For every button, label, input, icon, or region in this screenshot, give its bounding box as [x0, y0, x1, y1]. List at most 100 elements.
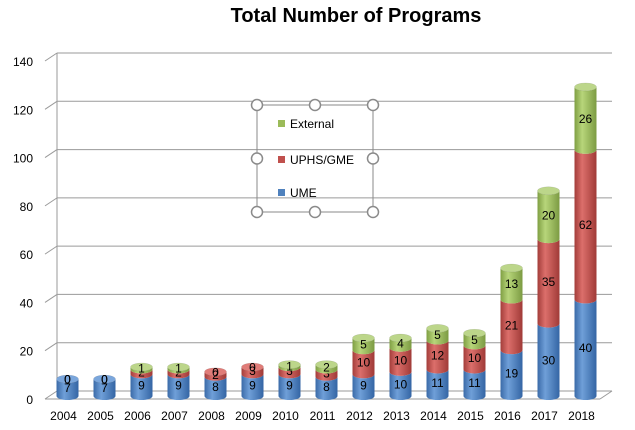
x-tick-label: 2018: [568, 409, 595, 423]
bar-segment-UPHS/GME: [426, 340, 449, 374]
data-label: 13: [505, 277, 519, 291]
data-label: 1: [175, 362, 182, 376]
x-tick-label: 2011: [310, 409, 336, 423]
y-tick-label: 0: [26, 393, 33, 407]
data-label: 11: [431, 376, 444, 390]
bar-segment-UME: [537, 323, 560, 400]
data-label: 5: [471, 333, 478, 347]
bar-segment-UPHS/GME: [389, 347, 412, 376]
y-tick-label: 80: [20, 200, 34, 214]
bar-top-cap: [167, 362, 190, 372]
grid-depth-line: [44, 342, 58, 352]
data-label: 3: [323, 367, 330, 381]
grid-depth-line: [44, 294, 58, 303]
bar-segment-UPHS/GME: [167, 369, 190, 379]
bar-segment-UME: [167, 374, 190, 400]
data-label: 20: [542, 208, 556, 222]
bar-stack-2004: 700: [56, 373, 79, 400]
x-tick-label: 2009: [235, 409, 262, 423]
x-tick-label: 2014: [420, 409, 447, 423]
data-label: 12: [431, 348, 445, 362]
bar-segment-UPHS/GME: [352, 350, 375, 379]
bar-stack-2009: 930: [241, 361, 264, 400]
legend-resize-handle: [366, 152, 380, 165]
data-label: 10: [357, 356, 371, 370]
x-tick-label: 2010: [272, 409, 299, 423]
bar-top-cap: [56, 374, 79, 384]
bar-segment-UPHS/GME: [463, 345, 486, 374]
data-label: 0: [64, 373, 71, 387]
data-label: 3: [286, 364, 293, 378]
x-tick-label: 2008: [198, 409, 225, 423]
bar-top-cap: [93, 374, 116, 384]
bar-top-cap: [352, 333, 375, 343]
bar-segment-UME: [315, 376, 338, 400]
data-label: 0: [101, 373, 108, 387]
x-tick-label: 2012: [346, 409, 373, 423]
bar-segment-External: [574, 86, 597, 154]
bar-segment-External: [389, 338, 412, 352]
data-label: 0: [212, 365, 219, 379]
y-tick-label: 100: [13, 152, 33, 166]
bars-layer: 7007009219218209309318329105101041112511…: [56, 82, 597, 400]
bar-segment-UME: [426, 369, 449, 400]
y-tick-label: 40: [20, 296, 34, 310]
x-tick-label: 2004: [50, 409, 77, 423]
legend[interactable]: External UPHS/GME UME: [250, 98, 380, 219]
x-tick-label: 2015: [457, 409, 484, 423]
bar-segment-UPHS/GME: [574, 149, 597, 304]
x-tick-label: 2006: [124, 409, 151, 423]
legend-resize-handle: [366, 205, 380, 219]
bar-segment-UPHS/GME: [204, 371, 227, 381]
bar-segment-External: [278, 364, 301, 372]
bar-segment-UME: [352, 374, 375, 400]
bar-segment-UME: [56, 379, 79, 400]
bar-segment-UME: [463, 369, 486, 400]
legend-swatch-External: [278, 120, 285, 127]
data-label: 5: [360, 338, 367, 352]
bar-stack-2011: 832: [315, 360, 338, 400]
data-label: 9: [138, 379, 145, 393]
data-label: 9: [360, 379, 367, 393]
floor-side-edge: [599, 390, 613, 400]
grid-depth-line: [44, 390, 58, 400]
bar-stack-2014: 11 12 5: [426, 324, 449, 400]
legend-resize-handle: [250, 205, 264, 219]
grid-depth-line: [44, 245, 58, 255]
bar-top-cap: [389, 333, 412, 343]
bar-stack-2018: 40 62 26: [574, 82, 597, 400]
bar-top-cap: [537, 186, 560, 196]
bar-stack-2010: 931: [278, 359, 301, 400]
bar-segment-UPHS/GME: [278, 367, 301, 379]
bar-stack-2008: 820: [204, 365, 227, 400]
bar-segment-External: [130, 367, 153, 374]
bar-top-cap: [278, 360, 301, 369]
grid-depth-line: [44, 149, 58, 158]
data-label: 2: [212, 368, 219, 382]
bar-top-cap: [426, 324, 449, 333]
data-label: 10: [468, 351, 482, 365]
x-tick-label: 2007: [161, 409, 188, 423]
bar-top-cap: [315, 360, 338, 369]
bar-stack-2013: 10 10 4: [389, 333, 412, 400]
data-label: 19: [505, 367, 519, 381]
legend-resize-handle: [366, 98, 380, 112]
data-label: 10: [394, 377, 408, 391]
legend-label-UME: UME: [290, 186, 317, 200]
data-label: 4: [397, 336, 404, 350]
data-label: 35: [542, 275, 556, 289]
data-label: 9: [175, 379, 182, 393]
data-label: 9: [249, 379, 256, 393]
data-label: 1: [286, 359, 293, 373]
bar-segment-External: [167, 367, 190, 374]
bar-segment-UME: [204, 376, 227, 400]
legend-swatch-UME: [278, 189, 285, 196]
bar-segment-External: [352, 338, 375, 355]
bar-stack-2007: 921: [167, 362, 190, 400]
legend-resize-handle: [308, 98, 322, 112]
bar-stack-2005: 700: [93, 373, 116, 400]
bar-top-cap: [463, 328, 486, 338]
bar-top-cap: [500, 263, 523, 273]
data-label: 62: [579, 218, 593, 232]
